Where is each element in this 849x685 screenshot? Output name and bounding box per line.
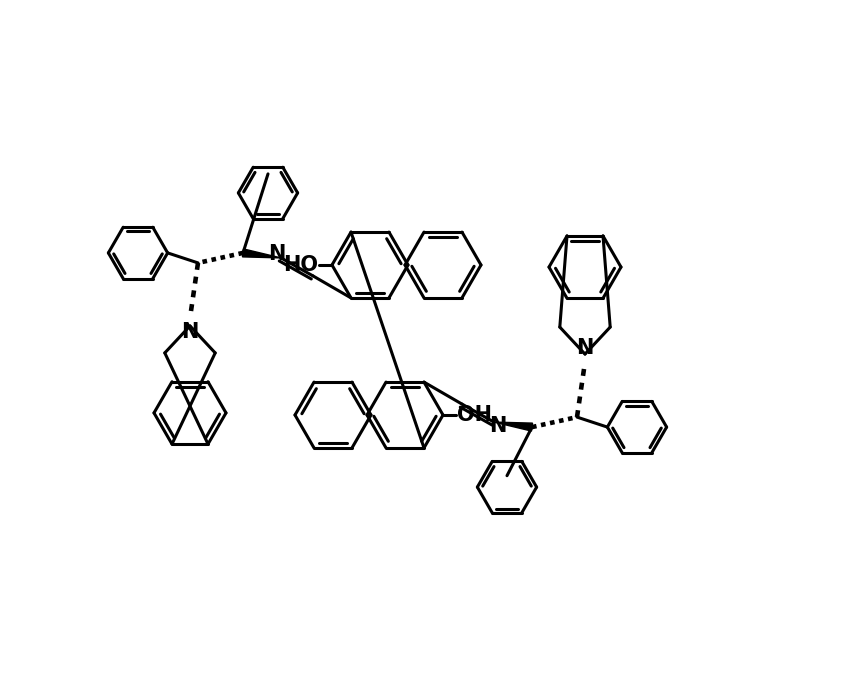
Polygon shape bbox=[243, 249, 281, 258]
Polygon shape bbox=[494, 422, 532, 431]
Text: OH: OH bbox=[457, 405, 492, 425]
Text: N: N bbox=[268, 244, 285, 264]
Text: N: N bbox=[489, 416, 507, 436]
Text: N: N bbox=[182, 322, 199, 342]
Text: N: N bbox=[576, 338, 593, 358]
Text: HO: HO bbox=[283, 255, 318, 275]
